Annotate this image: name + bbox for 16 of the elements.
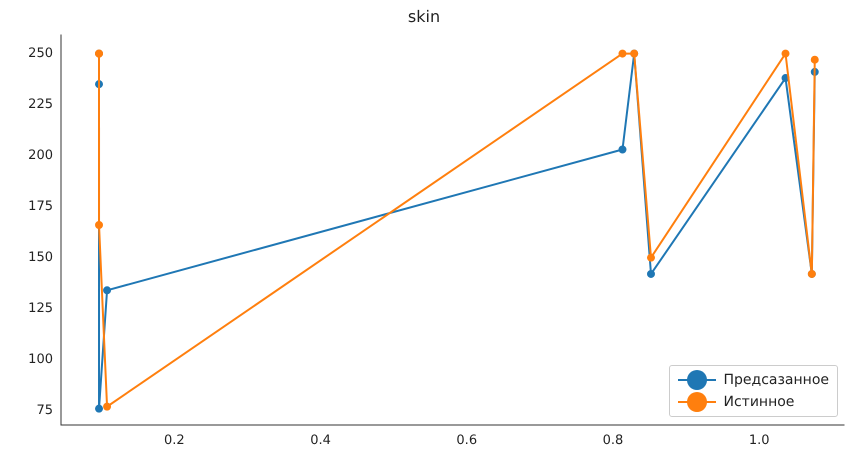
x-tick-label: 1.0 [748, 433, 770, 448]
y-tick-label: 200 [28, 148, 53, 163]
x-tick-label: 0.8 [602, 433, 624, 448]
y-tick-label: 100 [28, 352, 53, 368]
x-tick-label: 0.6 [456, 433, 478, 448]
y-tick-label: 250 [28, 46, 53, 61]
x-tick-label: 0.4 [310, 433, 331, 448]
chart-title: skin [408, 6, 440, 26]
y-tick-label: 125 [28, 301, 53, 316]
y-tick-label: 225 [28, 96, 53, 112]
legend-label: Истинное [724, 394, 794, 410]
y-tick-label: 175 [28, 199, 53, 214]
x-tick-label: 0.2 [164, 433, 185, 448]
y-tick-label: 75 [36, 403, 53, 418]
y-tick-label: 150 [28, 250, 53, 266]
legend-label: Предсазанное [724, 372, 829, 388]
